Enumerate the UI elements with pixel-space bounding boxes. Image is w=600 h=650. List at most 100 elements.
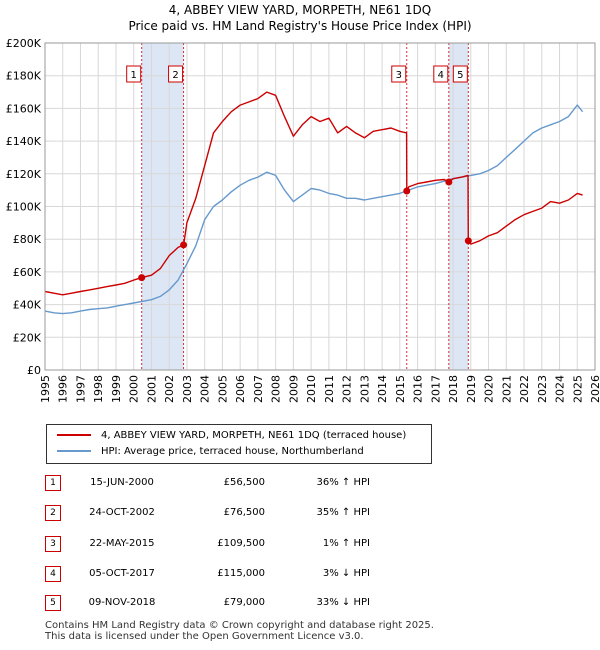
x-tick-label: 2000: [128, 375, 141, 403]
sale-point: [180, 241, 188, 249]
sale-marker-number: 3: [396, 70, 402, 81]
x-tick-label: 2020: [483, 375, 496, 403]
x-tick-label: 2021: [500, 375, 513, 403]
sale-point: [138, 274, 146, 282]
x-tick-label: 2008: [270, 375, 283, 403]
footer-copyright: Contains HM Land Registry data © Crown c…: [45, 620, 434, 631]
x-tick-label: 2022: [518, 375, 531, 403]
transaction-price: £76,500: [223, 507, 265, 518]
transaction-row: 4 05-OCT-2017 £115,000 3% ↓ HPI: [0, 564, 600, 584]
sale-marker-box: 4: [433, 65, 449, 83]
transaction-hpi: 36% ↑ HPI: [316, 477, 370, 488]
transaction-marker: 5: [45, 595, 61, 611]
sale-marker-box: 2: [168, 65, 184, 83]
transaction-hpi: 33% ↓ HPI: [316, 597, 370, 608]
price-chart: £0 £20K £40K £60K £80K £100K £120K £140K £160K £1…: [6, 37, 600, 403]
y-tick-label: £200K: [6, 37, 42, 50]
transaction-price: £115,000: [217, 568, 265, 579]
sale-marker-box: 5: [452, 65, 468, 83]
sale-point: [464, 237, 472, 245]
sale-marker-number: 4: [438, 70, 444, 81]
transaction-price: £56,500: [223, 477, 265, 488]
y-tick-label: £40K: [13, 299, 42, 312]
transaction-row: 2 24-OCT-2002 £76,500 35% ↑ HPI: [0, 503, 600, 523]
transaction-date: 22-MAY-2015: [89, 538, 155, 549]
x-tick-label: 2005: [216, 375, 229, 403]
transaction-marker: 3: [45, 536, 61, 552]
x-tick-label: 1996: [57, 375, 70, 403]
sale-marker-box-frame: [391, 65, 407, 83]
x-tick-label: 2016: [412, 375, 425, 403]
x-tick-label: 2014: [376, 375, 389, 403]
transaction-hpi: 35% ↑ HPI: [316, 507, 370, 518]
x-tick-label: 2011: [323, 375, 336, 403]
x-tick-label: 2017: [429, 375, 442, 403]
x-tick-label: 2026: [589, 375, 600, 403]
x-tick-label: 2009: [287, 375, 300, 403]
transaction-row: 5 09-NOV-2018 £79,000 33% ↓ HPI: [0, 593, 600, 613]
x-tick-label: 2006: [234, 375, 247, 403]
x-tick-label: 2019: [465, 375, 478, 403]
x-tick-label: 2015: [394, 375, 407, 403]
legend-label-hpi: HPI: Average price, terraced house, Nort…: [101, 446, 364, 457]
x-tick-label: 1995: [39, 375, 52, 403]
plot-frame: [44, 42, 596, 371]
y-tick-label: £120K: [6, 168, 42, 181]
series-line-hpi: [44, 104, 584, 315]
legend-item-property: 4, ABBEY VIEW YARD, MORPETH, NE61 1DQ (t…: [57, 429, 406, 443]
sale-marker-box-frame: [126, 65, 142, 83]
y-tick-label: £0: [27, 364, 41, 377]
x-tick-label: 2001: [145, 375, 158, 403]
x-tick-label: 2004: [199, 375, 212, 403]
transaction-date: 24-OCT-2002: [89, 507, 155, 518]
sale-marker-box-frame: [433, 65, 449, 83]
y-tick-label: £160K: [6, 102, 42, 115]
x-tick-label: 2013: [358, 375, 371, 403]
transaction-marker: 2: [45, 505, 61, 521]
transaction-hpi: 1% ↑ HPI: [322, 538, 370, 549]
y-tick-label: £180K: [6, 70, 42, 83]
legend-item-hpi: HPI: Average price, terraced house, Nort…: [57, 445, 364, 459]
x-tick-label: 2010: [305, 375, 318, 403]
transaction-hpi: 3% ↓ HPI: [322, 568, 370, 579]
sale-point: [445, 178, 453, 186]
x-tick-label: 2018: [447, 375, 460, 403]
sale-marker-number: 1: [131, 70, 137, 81]
x-tick-label: 2002: [163, 375, 176, 403]
transaction-date: 09-NOV-2018: [88, 597, 156, 608]
transaction-price: £109,500: [217, 538, 265, 549]
y-tick-label: £60K: [13, 266, 42, 279]
chart-legend: 4, ABBEY VIEW YARD, MORPETH, NE61 1DQ (t…: [46, 424, 432, 464]
legend-swatch-hpi: [57, 450, 91, 452]
transaction-marker: 1: [45, 475, 61, 491]
x-tick-label: 1997: [74, 375, 87, 403]
sale-marker-number: 2: [172, 70, 178, 81]
transaction-row: 1 15-JUN-2000 £56,500 36% ↑ HPI: [0, 473, 600, 493]
y-tick-label: £100K: [6, 201, 42, 214]
sale-marker-box: 3: [391, 65, 407, 83]
transaction-date: 05-OCT-2017: [89, 568, 155, 579]
footer-licence: This data is licensed under the Open Gov…: [45, 631, 364, 642]
transaction-row: 3 22-MAY-2015 £109,500 1% ↑ HPI: [0, 534, 600, 554]
sale-marker-box: 1: [126, 65, 142, 83]
sale-marker-box-frame: [168, 65, 184, 83]
x-tick-label: 2003: [181, 375, 194, 403]
y-tick-label: £80K: [13, 233, 42, 246]
chart-subtitle: Price paid vs. HM Land Registry's House …: [128, 19, 472, 33]
transaction-date: 15-JUN-2000: [90, 477, 154, 488]
y-tick-label: £140K: [6, 135, 42, 148]
legend-swatch-property: [57, 434, 91, 436]
series-line-property: [44, 91, 583, 296]
x-tick-label: 2024: [554, 375, 567, 403]
sale-point: [403, 187, 411, 195]
y-tick-label: £20K: [13, 331, 42, 344]
chart-title: 4, ABBEY VIEW YARD, MORPETH, NE61 1DQ: [168, 3, 432, 17]
x-tick-label: 1998: [92, 375, 105, 403]
sale-marker-number: 5: [457, 70, 463, 81]
x-tick-label: 2025: [571, 375, 584, 403]
x-tick-label: 2023: [536, 375, 549, 403]
sale-marker-box-frame: [452, 65, 468, 83]
x-tick-label: 2007: [252, 375, 265, 403]
legend-label-property: 4, ABBEY VIEW YARD, MORPETH, NE61 1DQ (t…: [101, 430, 407, 441]
x-tick-label: 1999: [110, 375, 123, 403]
